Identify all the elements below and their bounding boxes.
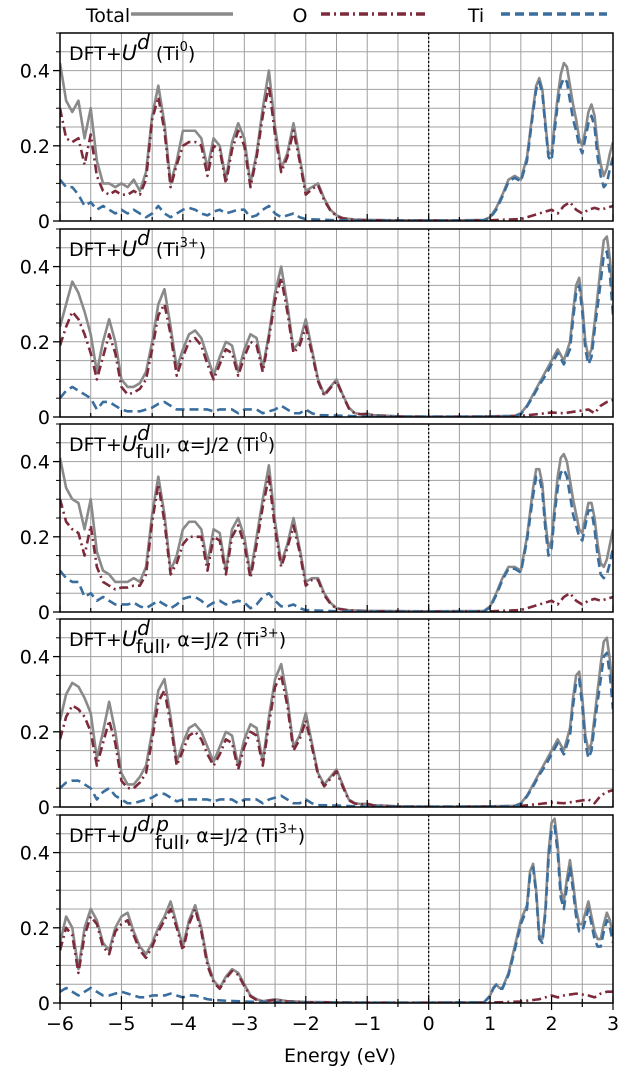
panel-2: 0 0.2 0.4 DFT+Ud (Ti3+) <box>20 226 614 429</box>
series-line-ti <box>60 250 613 417</box>
legend-label-ti: Ti <box>467 5 484 27</box>
x-axis-label: Energy (eV) <box>284 1045 396 1067</box>
panel-1: 0 0.2 0.4 DFT+Ud (Ti0) <box>20 30 614 233</box>
series-line-ti <box>60 76 613 221</box>
y-tick-label: 0 <box>38 797 50 819</box>
grid <box>59 423 614 612</box>
x-tick-label: 1 <box>484 1013 496 1035</box>
series-line-total <box>60 636 613 807</box>
y-tick-label: 0.4 <box>20 843 50 865</box>
y-tick-label: 0 <box>38 602 50 624</box>
series-line-o <box>60 907 613 1003</box>
series-line-o <box>60 84 613 221</box>
y-tick-label: 0 <box>38 407 50 429</box>
x-tick-label: −5 <box>107 1013 135 1035</box>
series-line-ti <box>60 651 613 807</box>
x-tick-label: −2 <box>292 1013 320 1035</box>
grid <box>59 814 614 1003</box>
series-line-o <box>60 475 613 612</box>
series-line-ti <box>60 467 613 612</box>
series-line-total <box>60 452 613 612</box>
x-tick-label: −1 <box>353 1013 381 1035</box>
grid <box>59 618 614 807</box>
y-tick-label: 0.2 <box>20 722 50 744</box>
y-tick-label: 0.4 <box>20 647 50 669</box>
series-line-o <box>60 276 613 417</box>
x-tick-label: −3 <box>230 1013 258 1035</box>
y-tick-label: 0.4 <box>20 452 50 474</box>
y-tick-label: 0.2 <box>20 136 50 158</box>
x-tick-label: 2 <box>546 1013 558 1035</box>
legend-label-o: O <box>293 5 308 27</box>
x-tick-label: 0 <box>423 1013 435 1035</box>
legend-label-total: Total <box>85 5 130 27</box>
series-line-ti <box>60 824 613 1003</box>
panel-title: DFT+Ud (Ti0) <box>69 30 195 65</box>
y-tick-label: 0 <box>38 993 50 1015</box>
grid <box>59 228 614 417</box>
y-tick-label: 0.4 <box>20 257 50 279</box>
x-tick-label: −6 <box>46 1013 74 1035</box>
y-tick-label: 0.2 <box>20 332 50 354</box>
panel-3: 0 0.2 0.4 DFT+Ud full, α=J/2 (Ti0) <box>20 421 614 624</box>
y-tick-label: 0.4 <box>20 61 50 83</box>
y-tick-label: 0 <box>38 211 50 233</box>
legend: Total O Ti <box>85 5 607 27</box>
panel-5: 0 0.2 0.4 −6 −5 −4 −3 −2 −1 0 1 2 3 DFT+Ud,p full, α=J… <box>20 812 619 1035</box>
x-tick-label: −4 <box>169 1013 197 1035</box>
y-tick-label: 0.2 <box>20 918 50 940</box>
panel-4: 0 0.2 0.4 DFT+Ud full, α=J/2 (Ti3+) <box>20 616 614 819</box>
panel-title: DFT+Ud full, α=J/2 (Ti3+) <box>69 616 286 658</box>
x-tick-label: 3 <box>607 1013 619 1035</box>
y-tick-label: 0.2 <box>20 527 50 549</box>
panel-title: DFT+Ud,p full, α=J/2 (Ti3+) <box>69 812 305 854</box>
panel-title: DFT+Ud (Ti3+) <box>69 226 206 261</box>
panel-title: DFT+Ud full, α=J/2 (Ti0) <box>69 421 275 463</box>
